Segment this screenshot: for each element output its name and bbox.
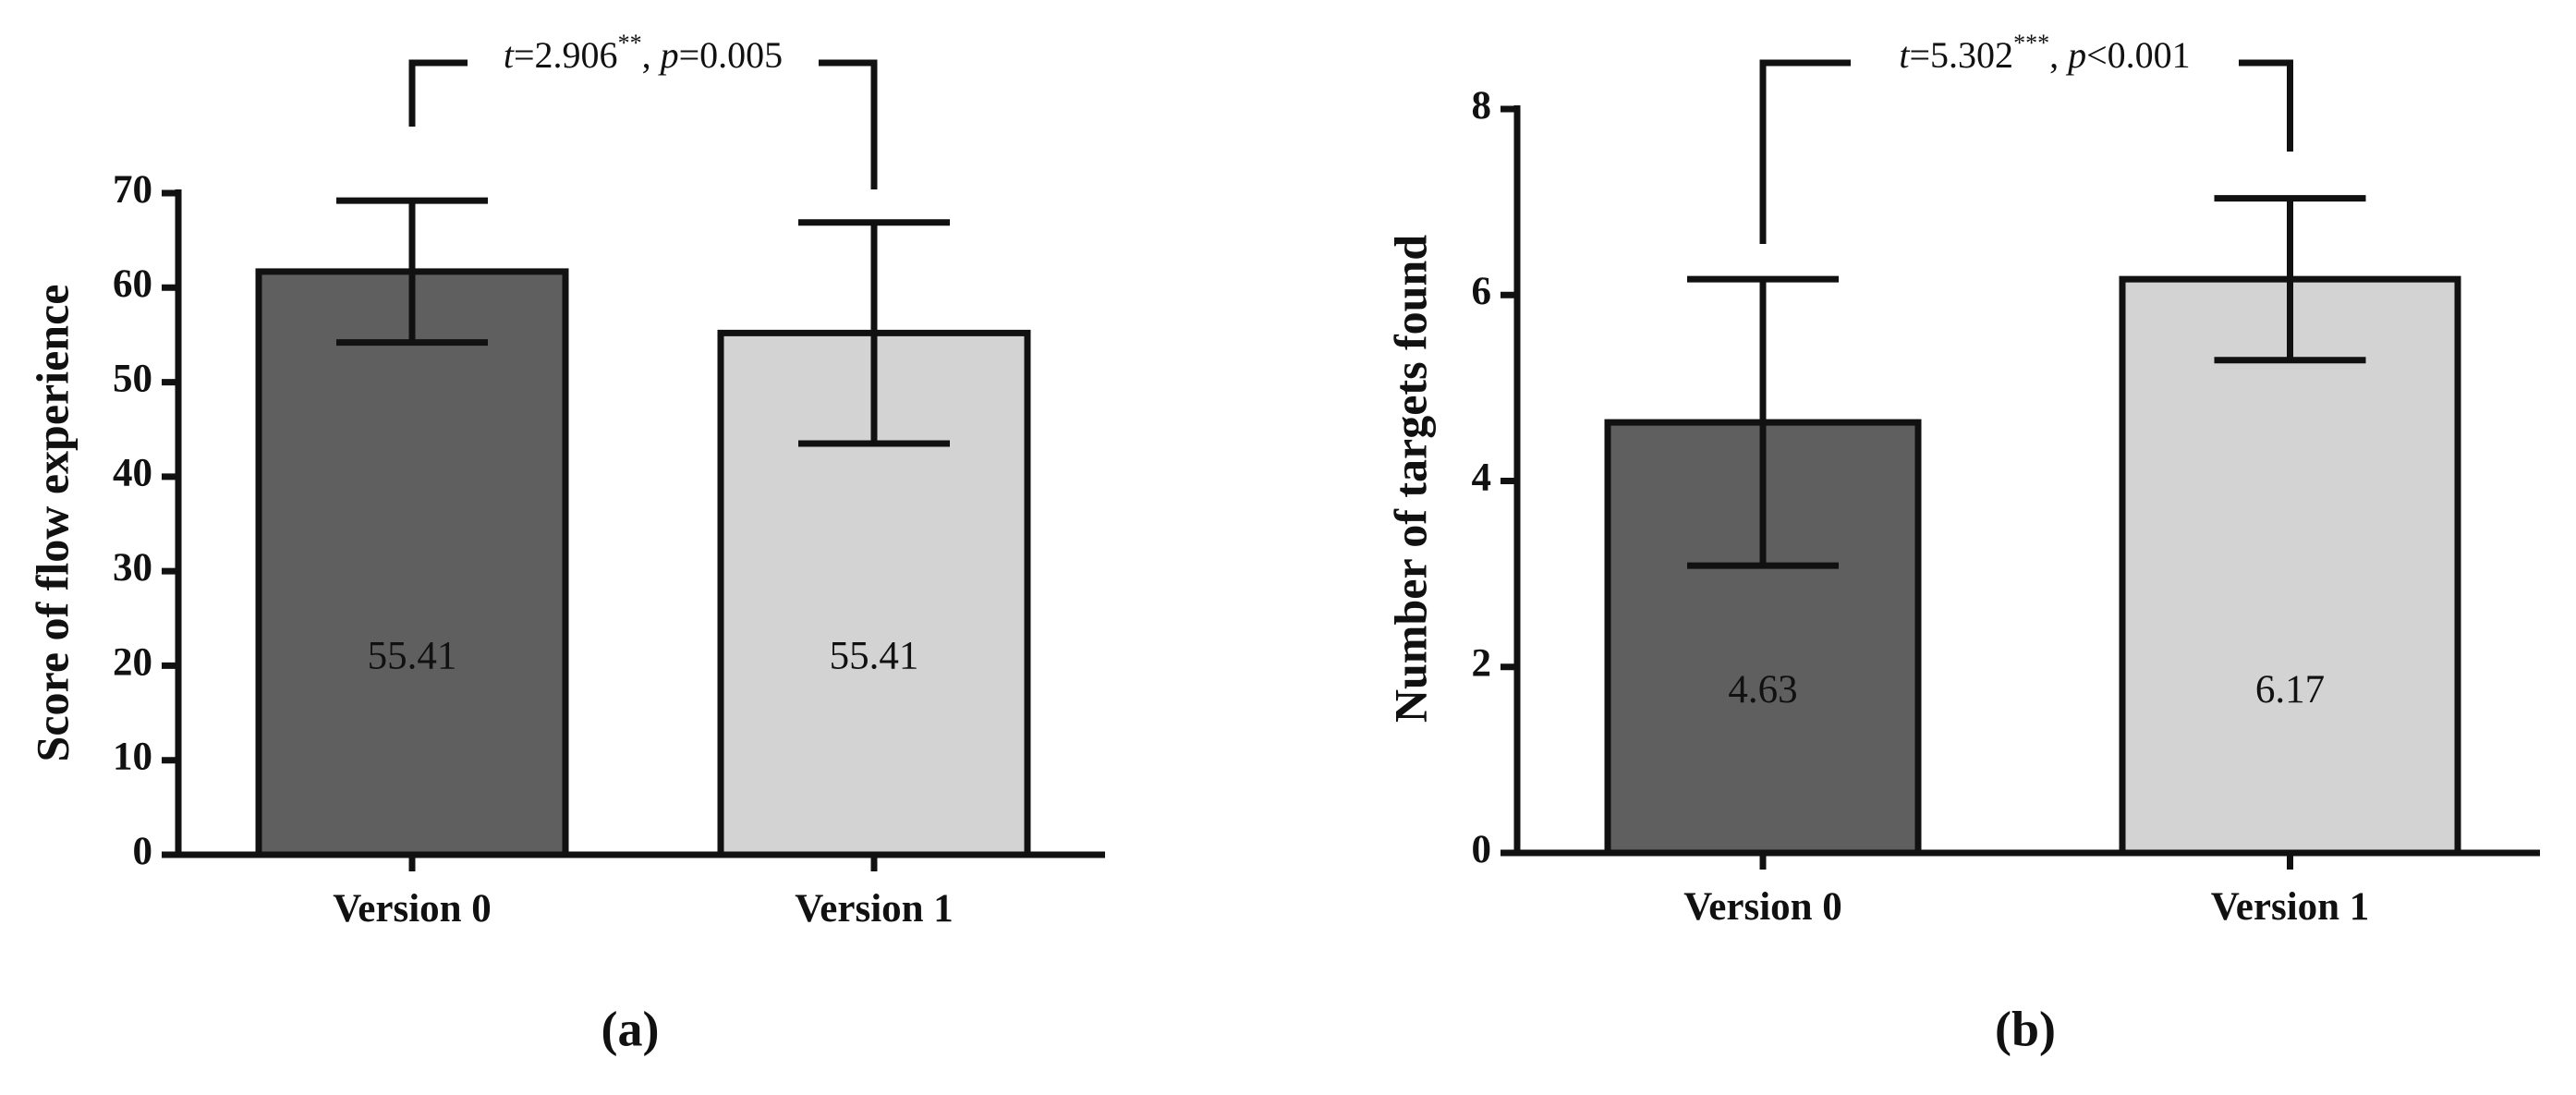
annotation: t=5.302***, p<0.001 [1899,30,2190,76]
bracket [1759,59,1851,244]
annotation-part: *** [2013,30,2049,56]
bracket [819,59,878,189]
y-tick-label: 70 [113,168,152,212]
error-bar [1687,275,1839,569]
annotation-part: =5.302 [1910,34,2014,76]
annotation-part: , [642,34,661,76]
error-bar [798,219,950,447]
error-bar [336,197,488,347]
annotation-part: , [2049,34,2068,76]
caption: (a) [601,1001,660,1056]
y-tick-label: 0 [133,830,153,873]
annotation-part: <0.001 [2086,34,2191,76]
annotation-part: t [504,34,515,76]
y-axis-label: Score of flow experience [26,285,78,762]
bar-text: 55.41 [368,635,457,678]
y-tick-label: 2 [1472,642,1492,686]
bar-text: 4.63 [1728,668,1797,712]
y-tick-label: 40 [113,452,152,495]
annotation-part: t [1899,34,1910,76]
x-tick-label: Version 0 [1683,885,1842,929]
x-tick-label: Version 0 [333,887,492,931]
bar [2119,275,2461,857]
annotation: t=2.906**, p=0.005 [504,30,783,76]
annotation-part: ** [618,30,642,56]
bar-text: 55.41 [830,635,919,678]
y-tick-label: 60 [113,262,152,306]
y-tick-label: 6 [1472,270,1492,313]
bracket [2239,59,2293,152]
x-tick-label: Version 1 [795,887,954,931]
annotation-part: =2.906 [514,34,618,76]
annotation-part: p [658,34,679,76]
y-tick-label: 8 [1472,84,1492,128]
y-tick-label: 30 [113,546,152,590]
y-tick-label: 4 [1472,456,1492,499]
annotation-part: p [2065,34,2086,76]
bracket [408,59,468,127]
y-tick-label: 10 [113,736,152,779]
bar-text: 6.17 [2255,668,2325,712]
y-tick-label: 50 [113,357,152,400]
x-tick-label: Version 1 [2211,885,2370,929]
y-tick-label: 0 [1472,828,1492,871]
annotation-part: =0.005 [679,34,784,76]
y-axis-label: Number of targets found [1384,235,1436,723]
y-tick-label: 20 [113,640,152,684]
error-bar [2214,195,2366,364]
caption: (b) [1995,1001,2056,1056]
bar [255,268,569,858]
